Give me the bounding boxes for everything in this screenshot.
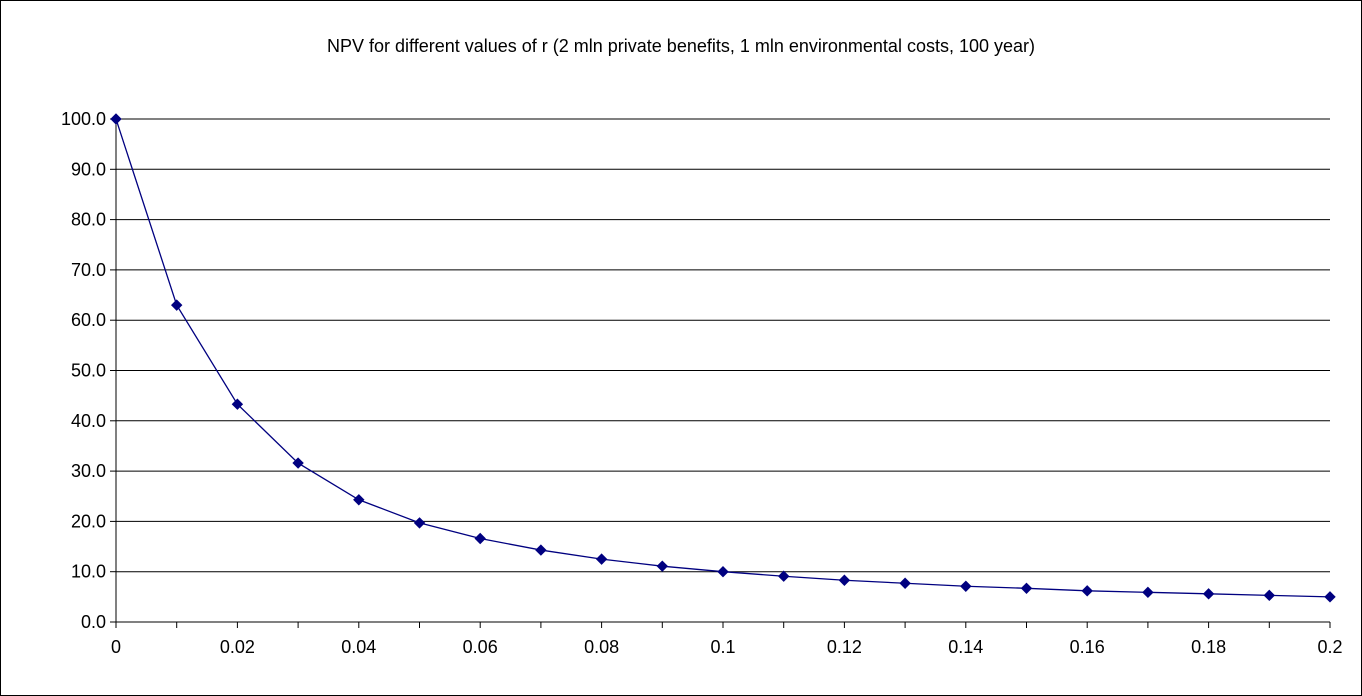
data-point [474, 532, 486, 545]
data-point [717, 565, 729, 578]
y-tick-label: 100.0 [61, 109, 106, 129]
y-tick-label: 20.0 [71, 511, 106, 531]
x-tick-label: 0.08 [584, 637, 619, 657]
data-point [110, 113, 122, 125]
data-point [777, 570, 790, 582]
data-point [1324, 591, 1336, 603]
x-tick-label: 0.06 [463, 637, 498, 657]
data-point [170, 299, 183, 311]
series-group [110, 113, 1336, 603]
y-tick-label: 30.0 [71, 461, 106, 481]
y-axis-ticks: 0.0 10.0 20.0 30.0 40.0 50.0 60.0 70.0 80.0 90.0 1… [61, 109, 106, 632]
data-point [1202, 588, 1215, 600]
x-tick-label: 0.18 [1191, 637, 1226, 657]
data-point [1081, 585, 1093, 597]
y-tick-label: 40.0 [71, 411, 106, 431]
y-tick-label: 50.0 [71, 361, 106, 381]
data-point [1263, 589, 1276, 602]
data-point [595, 553, 608, 565]
y-tick-label: 60.0 [71, 310, 106, 330]
y-tick-label: 10.0 [71, 562, 106, 582]
x-tick-label: 0.16 [1070, 637, 1105, 657]
axes [110, 118, 1331, 628]
data-point [1142, 586, 1154, 599]
data-point [1020, 582, 1033, 595]
chart-title: NPV for different values of r (2 mln pri… [327, 36, 1035, 56]
data-point [353, 494, 365, 506]
x-tick-label: 0.1 [710, 637, 735, 657]
x-tick-label: 0.2 [1317, 637, 1342, 657]
data-point [656, 560, 669, 572]
x-tick-label: 0.02 [220, 637, 255, 657]
x-tick-label: 0.14 [948, 637, 983, 657]
gridlines [116, 118, 1330, 573]
y-tick-label: 80.0 [71, 210, 106, 230]
data-point [413, 517, 426, 529]
data-point [838, 574, 851, 586]
data-point [535, 544, 547, 556]
data-point [960, 580, 972, 592]
x-tick-label: 0 [111, 637, 121, 657]
x-tick-label: 0.12 [827, 637, 862, 657]
x-axis-ticks: 0 0.02 0.04 0.06 0.08 0.1 0.12 0.14 0.16 0.18 0.2 [111, 637, 1343, 657]
y-tick-label: 0.0 [81, 612, 106, 632]
y-tick-label: 90.0 [71, 159, 106, 179]
x-tick-label: 0.04 [341, 637, 376, 657]
data-point [899, 577, 911, 589]
series-line [115, 118, 1331, 598]
data-point [231, 398, 244, 410]
data-point [292, 457, 304, 469]
y-tick-label: 70.0 [71, 260, 106, 280]
